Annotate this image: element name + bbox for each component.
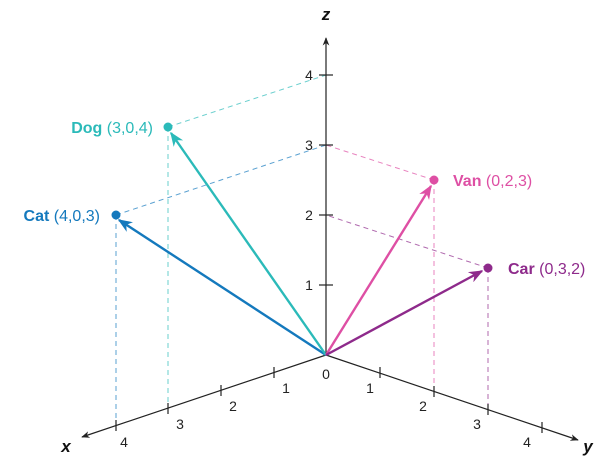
dog-guide-to-axis <box>167 74 327 128</box>
car-coords: (0,3,2) <box>539 261 585 278</box>
car-vector-arrow <box>325 269 484 357</box>
van-guide-to-axis <box>325 144 435 181</box>
dog-label: Dog (3,0,4) <box>71 120 153 137</box>
tick-marks <box>115 74 543 433</box>
x-tick-label-1: 1 <box>282 380 290 396</box>
car-guide-to-axis <box>325 214 489 269</box>
van-name: Van <box>453 173 481 190</box>
x-tick-label-2: 2 <box>229 398 237 414</box>
z-tick-label-4: 4 <box>305 67 313 83</box>
van-vector-arrow <box>324 184 433 356</box>
axes <box>81 37 579 441</box>
x-axis <box>81 354 327 438</box>
y-axis <box>325 354 579 441</box>
origin-label: 0 <box>322 366 330 382</box>
dog-point <box>163 122 173 132</box>
car-label: Car (0,3,2) <box>508 261 585 278</box>
cat-vector-arrow <box>117 218 327 357</box>
cat-label: Cat (4,0,3) <box>24 208 100 225</box>
cat-guide-to-axis <box>115 144 327 216</box>
z-axis-label: z <box>321 5 331 24</box>
z-tick-label-1: 1 <box>305 277 313 293</box>
tick-labels: 1 2 3 4 0 1 2 3 4 1 2 3 4 <box>120 67 531 450</box>
z-tick-label-3: 3 <box>305 137 313 153</box>
van-label: Van (0,2,3) <box>453 173 532 190</box>
vectors <box>117 131 484 357</box>
x-axis-label: x <box>60 437 72 456</box>
cat-coords: (4,0,3) <box>54 208 100 225</box>
car-point <box>483 263 493 273</box>
y-tick-label-2: 2 <box>419 398 427 414</box>
x-tick-label-3: 3 <box>176 416 184 432</box>
dog-name: Dog <box>71 120 102 137</box>
endpoint-dots <box>111 122 493 273</box>
van-coords: (0,2,3) <box>486 173 532 190</box>
z-tick-label-2: 2 <box>305 207 313 223</box>
x-tick-label-4: 4 <box>120 434 128 450</box>
cat-point <box>111 210 121 220</box>
y-tick-label-4: 4 <box>523 434 531 450</box>
dog-vector-arrow <box>170 131 327 356</box>
point-labels: Cat (4,0,3) Dog (3,0,4) Van (0,2,3) Car … <box>24 120 586 278</box>
dog-coords: (3,0,4) <box>107 120 153 137</box>
y-tick-label-1: 1 <box>366 380 374 396</box>
car-name: Car <box>508 261 535 278</box>
van-point <box>429 175 439 185</box>
cat-name: Cat <box>24 208 50 225</box>
y-axis-label: y <box>582 437 594 456</box>
y-tick-label-3: 3 <box>473 416 481 432</box>
guide-lines <box>115 74 489 428</box>
